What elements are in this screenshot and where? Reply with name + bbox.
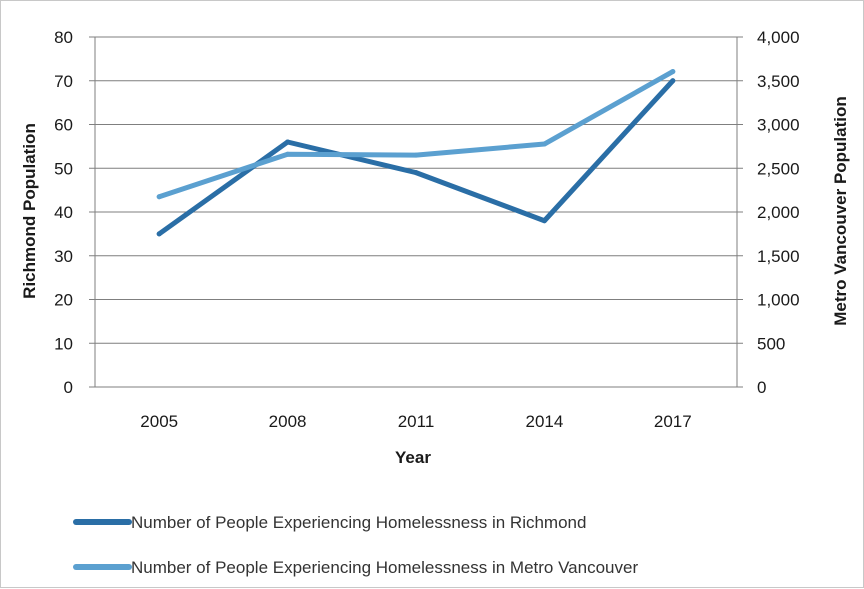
legend-label-richmond: Number of People Experiencing Homelessne… [131, 513, 586, 532]
left-tick-label: 60 [54, 116, 73, 135]
right-tick-label: 2,000 [757, 203, 800, 222]
data-point-richmond [285, 139, 291, 145]
left-tick-label: 80 [54, 28, 73, 47]
right-tick-label: 2,500 [757, 159, 800, 178]
right-tick-label: 1,000 [757, 291, 800, 310]
data-point-richmond [413, 170, 419, 176]
left-tick-label: 50 [54, 159, 73, 178]
left-tick-label: 20 [54, 291, 73, 310]
left-tick-label: 70 [54, 72, 73, 91]
right-tick-label: 3,000 [757, 116, 800, 135]
data-point-metro-vancouver [285, 151, 291, 157]
left-axis-title: Richmond Population [20, 123, 39, 299]
x-tick-label: 2008 [269, 412, 307, 431]
data-point-richmond [670, 78, 676, 84]
x-tick-label: 2011 [398, 412, 435, 431]
left-tick-label: 40 [54, 203, 73, 222]
right-tick-label: 500 [757, 334, 785, 353]
right-axis-title: Metro Vancouver Population [831, 96, 850, 326]
data-point-metro-vancouver [670, 69, 676, 75]
legend-label-metro-vancouver: Number of People Experiencing Homelessne… [131, 558, 638, 577]
x-axis-title: Year [395, 448, 431, 467]
left-tick-label: 10 [54, 334, 73, 353]
right-tick-label: 3,500 [757, 72, 800, 91]
x-tick-label: 2005 [140, 412, 178, 431]
data-point-metro-vancouver [541, 141, 547, 147]
data-point-metro-vancouver [156, 194, 162, 200]
data-point-richmond [156, 231, 162, 237]
x-tick-label: 2014 [525, 412, 563, 431]
left-tick-label: 30 [54, 247, 73, 266]
left-tick-label: 0 [64, 378, 73, 397]
right-tick-label: 0 [757, 378, 766, 397]
data-point-richmond [541, 218, 547, 224]
right-axis-ticks: 0 500 1,000 1,500 2,000 2,500 3,000 3,500 4,000 [737, 28, 800, 397]
x-tick-label: 2017 [654, 412, 692, 431]
legend: Number of People Experiencing Homelessne… [73, 513, 638, 577]
right-tick-label: 4,000 [757, 28, 800, 47]
left-axis-ticks: 0 10 20 30 40 50 60 70 80 [54, 28, 95, 397]
data-point-metro-vancouver [413, 152, 419, 158]
x-axis-ticks: 2005 2008 2011 2014 2017 [140, 412, 691, 431]
series-lines [156, 69, 676, 237]
right-tick-label: 1,500 [757, 247, 800, 266]
gridlines [95, 36, 737, 344]
